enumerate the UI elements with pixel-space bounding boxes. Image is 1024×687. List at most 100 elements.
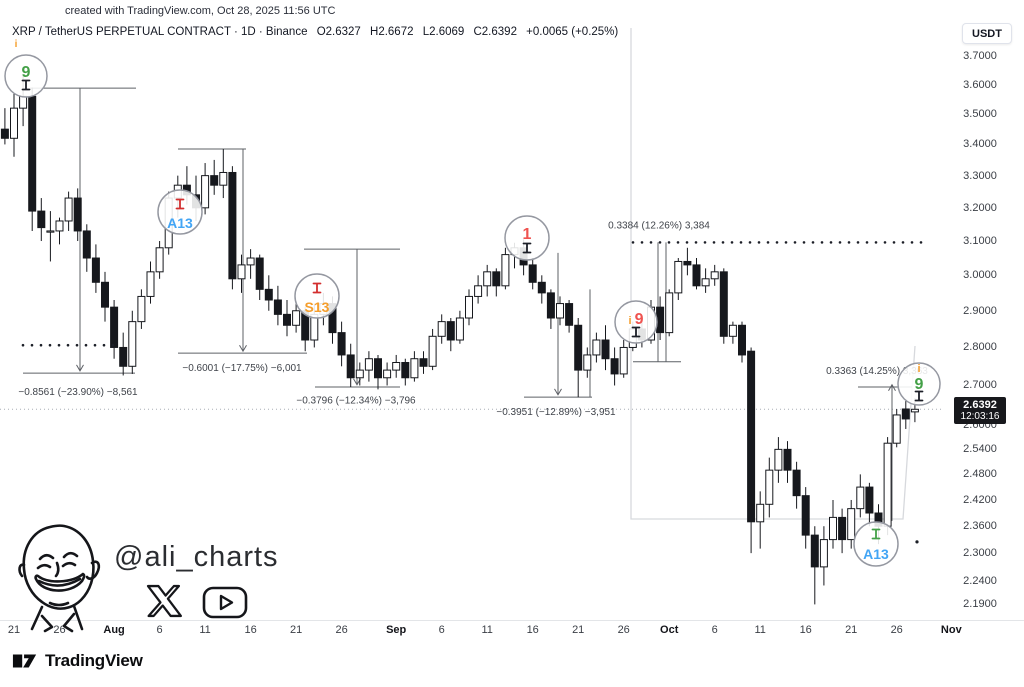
time-axis-label: 11 bbox=[754, 624, 766, 636]
ohlc-high: H2.6672 bbox=[370, 26, 414, 38]
last-price-badge: 2.6392 12:03:16 bbox=[954, 397, 1006, 424]
candle-body bbox=[246, 257, 255, 266]
time-axis-label: 21 bbox=[289, 624, 303, 636]
candle-body bbox=[446, 321, 455, 341]
candle-body bbox=[419, 358, 428, 367]
candle-body bbox=[610, 358, 619, 375]
candle-body bbox=[346, 354, 355, 379]
annotation-label: i 9 bbox=[628, 311, 643, 328]
x-twitter-icon bbox=[146, 584, 182, 618]
candle-body bbox=[273, 299, 282, 315]
candle-body bbox=[55, 220, 64, 232]
annotation-circle[interactable]: i9 bbox=[897, 362, 941, 406]
ali-face-logo bbox=[18, 524, 101, 633]
candle-body bbox=[810, 534, 819, 568]
candle-body bbox=[856, 486, 865, 510]
measure-label: −0.6001 (−17.75%) −6,001 bbox=[182, 363, 302, 374]
annotation-circle[interactable]: 1 bbox=[504, 215, 550, 261]
symbol-title[interactable]: XRP / TetherUS PERPETUAL CONTRACT · 1D ·… bbox=[12, 26, 308, 38]
time-axis-label: 6 bbox=[711, 624, 718, 636]
time-axis-label: 16 bbox=[526, 624, 539, 636]
candle-body bbox=[37, 210, 46, 229]
time-axis-label: Aug bbox=[103, 624, 125, 636]
price-axis-label: 2.2400 bbox=[963, 574, 997, 587]
dotted-level-line[interactable] bbox=[631, 241, 923, 244]
watermark-handle: @ali_charts bbox=[114, 541, 279, 573]
ibeam-cursor-icon bbox=[871, 528, 881, 540]
time-axis-label: 11 bbox=[481, 624, 493, 636]
dotted-level-line[interactable] bbox=[21, 343, 115, 347]
tradingview-brand[interactable]: TradingView bbox=[12, 650, 143, 672]
candle-body bbox=[46, 230, 55, 233]
annotation-label: S13 bbox=[305, 299, 330, 315]
measure-label: 0.3363 (14.25%) 3,363 bbox=[826, 366, 928, 377]
candle-body bbox=[583, 354, 592, 371]
time-axis-label: 26 bbox=[335, 624, 348, 636]
time-axis-label: 26 bbox=[53, 624, 66, 636]
candle-body bbox=[501, 254, 510, 287]
candle-body bbox=[283, 313, 291, 326]
price-axis-label: 2.3000 bbox=[963, 547, 997, 560]
price-range-measure[interactable]: −0.3951 (−12.89%) −3,951 bbox=[496, 252, 616, 418]
candle-body bbox=[201, 175, 210, 209]
price-range-measure[interactable]: −0.6001 (−17.75%) −6,001 bbox=[178, 148, 307, 374]
price-axis-label: 2.4800 bbox=[963, 468, 997, 481]
bar-countdown: 12:03:16 bbox=[960, 411, 1000, 422]
highlight-box[interactable] bbox=[630, 28, 916, 520]
candle-body bbox=[765, 469, 774, 505]
candle-body bbox=[747, 350, 756, 523]
annotation-circle[interactable]: S13 bbox=[294, 273, 340, 319]
candle-body bbox=[829, 516, 837, 541]
ohlc-low: L2.6069 bbox=[422, 26, 465, 38]
candle-body bbox=[28, 95, 37, 212]
annotation-circle[interactable]: A13 bbox=[853, 521, 899, 567]
candle-body bbox=[10, 107, 18, 139]
candle-body bbox=[528, 264, 537, 283]
price-axis-label: 3.2000 bbox=[963, 201, 997, 214]
symbol-ohlc-row: XRP / TetherUS PERPETUAL CONTRACT · 1D ·… bbox=[12, 26, 624, 38]
measure-label: −0.8561 (−23.90%) −8,561 bbox=[18, 387, 138, 398]
candle-body bbox=[19, 95, 28, 109]
candle-body bbox=[410, 358, 419, 379]
candle-body bbox=[337, 332, 346, 356]
indicator-mark: i bbox=[15, 39, 18, 50]
candle-body bbox=[683, 260, 692, 266]
annotation-circle[interactable]: 9 bbox=[4, 54, 48, 98]
price-axis-label: 3.7000 bbox=[963, 50, 997, 62]
annotation-circle[interactable]: A13 bbox=[157, 189, 203, 235]
candle-body bbox=[73, 197, 82, 232]
candle-body bbox=[137, 295, 146, 323]
annotation-label: A13 bbox=[863, 546, 889, 562]
candle-body bbox=[838, 516, 847, 541]
time-axis-label: 16 bbox=[799, 624, 812, 636]
annotation-label: 9 bbox=[915, 376, 924, 393]
dot-mark bbox=[915, 540, 919, 544]
candle-body bbox=[374, 358, 382, 379]
attribution-text: created with TradingView.com, Oct 28, 20… bbox=[65, 5, 336, 17]
price-axis-label: 3.3000 bbox=[963, 169, 997, 182]
candle-body bbox=[474, 285, 483, 297]
candle-body bbox=[465, 295, 473, 319]
candle-body bbox=[119, 346, 128, 367]
currency-toggle-button[interactable]: USDT bbox=[962, 23, 1012, 44]
ibeam-cursor-icon bbox=[21, 79, 31, 91]
time-axis-label: Oct bbox=[660, 624, 679, 636]
candles[interactable] bbox=[0, 75, 919, 605]
candle-body bbox=[892, 414, 901, 444]
candle-body bbox=[674, 260, 683, 294]
candle-body bbox=[0, 128, 9, 139]
price-axis-label: 3.4000 bbox=[963, 138, 997, 151]
youtube-icon bbox=[202, 586, 248, 619]
candle-body bbox=[237, 264, 246, 280]
measure-label: 0.3384 (12.26%) 3,384 bbox=[608, 221, 710, 232]
candle-body bbox=[146, 271, 155, 297]
annotation-label: 1 bbox=[523, 226, 532, 243]
candle-body bbox=[865, 486, 874, 514]
candle-body bbox=[292, 310, 301, 326]
time-axis-label: 21 bbox=[845, 624, 858, 636]
annotation-circle[interactable]: i 9 bbox=[614, 300, 658, 344]
candle-body bbox=[801, 495, 810, 536]
price-axis-label: 3.5000 bbox=[963, 108, 997, 121]
